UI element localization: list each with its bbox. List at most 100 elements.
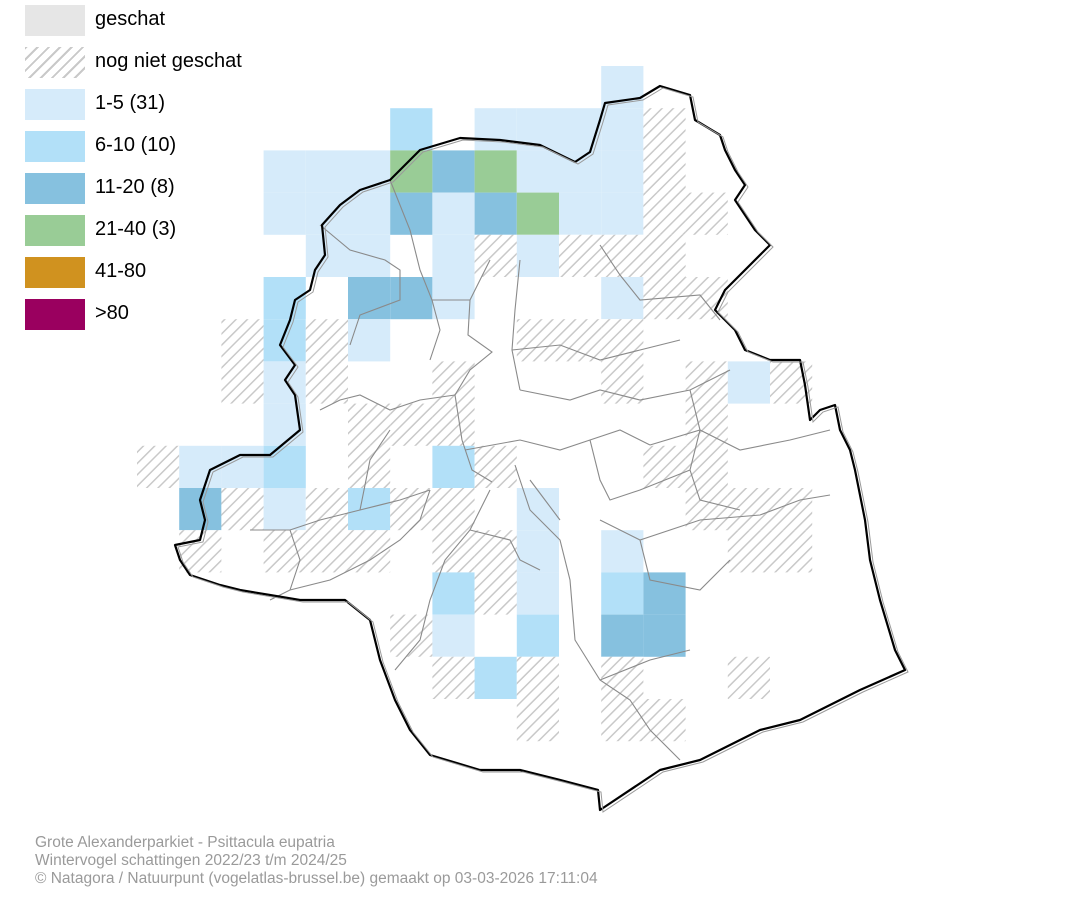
legend-label: 11-20 (8) (95, 176, 175, 198)
grid-cell-L8 (601, 361, 644, 404)
grid-cell-D8 (263, 361, 306, 404)
grid-cell-I10 (474, 445, 517, 488)
grid-cell-E12 (305, 530, 348, 573)
legend-swatch-hatched (25, 47, 85, 78)
region-border-shadow (177, 87, 909, 813)
grid-cell-M10 (643, 445, 686, 488)
grid-cell-N10 (685, 445, 728, 488)
grid-cell-M13 (643, 572, 686, 615)
grid-cell-H4 (432, 192, 475, 235)
legend-swatch (25, 131, 85, 162)
grid-cell-C8 (221, 361, 264, 404)
grid-cell-I12 (474, 530, 517, 573)
grid-cell-A10 (137, 445, 180, 488)
grid-cell-L5 (601, 234, 644, 277)
grid-cell-F9 (348, 403, 391, 446)
grid-cell-F7 (348, 319, 391, 362)
legend-swatch (25, 215, 85, 246)
grid-cell-J12 (516, 530, 559, 573)
grid-cell-C11 (221, 488, 264, 531)
grid-cell-M14 (643, 614, 686, 657)
grid-cell-L6 (601, 277, 644, 320)
grid-cell-L4 (601, 192, 644, 235)
grid-cell-F4 (348, 192, 391, 235)
grid-cell-H8 (432, 361, 475, 404)
legend-label: geschat (95, 8, 166, 30)
legend-label: nog niet geschat (95, 50, 242, 72)
grid-cell-F6 (348, 277, 391, 320)
grid-cell-I13 (474, 572, 517, 615)
grid-cells (137, 66, 813, 742)
legend-swatch (25, 299, 85, 330)
legend-label: >80 (95, 302, 129, 324)
legend-label: 6-10 (10) (95, 134, 177, 156)
map-caption: Grote Alexanderparkiet - Psittacula eupa… (35, 834, 598, 888)
grid-cell-E4 (305, 192, 348, 235)
grid-cell-H3 (432, 150, 475, 193)
grid-cell-I2 (474, 108, 517, 151)
grid-cell-I5 (474, 234, 517, 277)
grid-cell-N4 (685, 192, 728, 235)
grid-cell-G11 (390, 488, 433, 531)
grid-cell-E3 (305, 150, 348, 193)
municipality-borders (250, 179, 831, 761)
grid-cell-M4 (643, 192, 686, 235)
grid-cell-J16 (516, 699, 559, 742)
grid-cell-D7 (263, 319, 306, 362)
grid-cell-H9 (432, 403, 475, 446)
grid-cell-K2 (559, 108, 602, 151)
grid-cell-I15 (474, 656, 517, 699)
grid-cell-L14 (601, 614, 644, 657)
grid-cell-N8 (685, 361, 728, 404)
grid-cell-B11 (179, 488, 222, 531)
grid-cell-D12 (263, 530, 306, 573)
grid-cell-H14 (432, 614, 475, 657)
grid-cell-H13 (432, 572, 475, 615)
grid-cell-M5 (643, 234, 686, 277)
grid-cell-K5 (559, 234, 602, 277)
grid-cell-J13 (516, 572, 559, 615)
grid-cell-E8 (305, 361, 348, 404)
grid-cell-H10 (432, 445, 475, 488)
grid-cell-L15 (601, 656, 644, 699)
grid-cell-L3 (601, 150, 644, 193)
grid-cell-D3 (263, 150, 306, 193)
grid-cell-J5 (516, 234, 559, 277)
grid-cell-H15 (432, 656, 475, 699)
grid-cell-G3 (390, 150, 433, 193)
grid-cell-J7 (516, 319, 559, 362)
legend-swatch (25, 257, 85, 288)
grid-cell-J15 (516, 656, 559, 699)
grid-cell-N9 (685, 403, 728, 446)
grid-cell-H5 (432, 234, 475, 277)
grid-cell-O8 (727, 361, 770, 404)
grid-cell-K7 (559, 319, 602, 362)
grid-cell-G4 (390, 192, 433, 235)
grid-cell-L7 (601, 319, 644, 362)
grid-cell-J11 (516, 488, 559, 531)
grid-cell-G2 (390, 108, 433, 151)
grid-cell-I4 (474, 192, 517, 235)
grid-cell-J4 (516, 192, 559, 235)
grid-cell-M3 (643, 150, 686, 193)
grid-cell-L12 (601, 530, 644, 573)
grid-cell-C10 (221, 445, 264, 488)
grid-cell-O12 (727, 530, 770, 573)
grid-cell-O11 (727, 488, 770, 531)
grid-cell-C7 (221, 319, 264, 362)
grid-cell-J14 (516, 614, 559, 657)
legend-swatch (25, 89, 85, 120)
grid-cell-F11 (348, 488, 391, 531)
caption-species: Grote Alexanderparkiet - Psittacula eupa… (35, 834, 335, 851)
grid-cell-L2 (601, 108, 644, 151)
legend-swatch (25, 173, 85, 204)
grid-cell-L16 (601, 699, 644, 742)
grid-cell-L13 (601, 572, 644, 615)
caption-copyright: © Natagora / Natuurpunt (vogelatlas-brus… (35, 870, 598, 887)
caption-period: Wintervogel schattingen 2022/23 t/m 2024… (35, 852, 347, 869)
grid-cell-D11 (263, 488, 306, 531)
legend-swatch (25, 5, 85, 36)
grid-cell-H6 (432, 277, 475, 320)
grid-cell-J3 (516, 150, 559, 193)
grid-cell-E7 (305, 319, 348, 362)
